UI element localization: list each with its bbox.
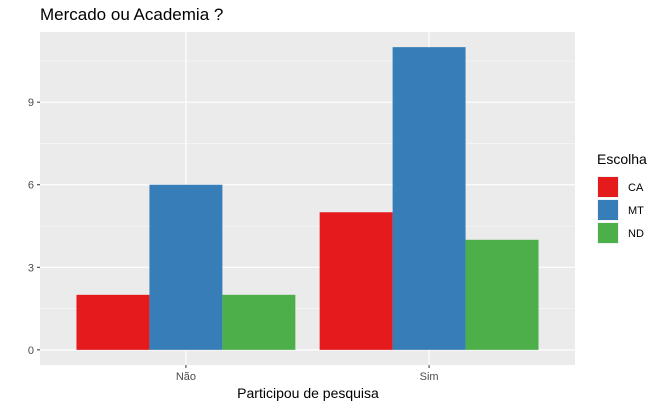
y-tick-label: 0 <box>28 345 34 357</box>
legend-label-ca: CA <box>628 182 644 194</box>
y-tick-label: 3 <box>28 262 34 274</box>
bar-mt-sim <box>392 47 466 350</box>
bars-group <box>76 47 539 350</box>
legend-title: Escolha <box>597 151 647 167</box>
bar-nd-não <box>222 294 296 350</box>
x-tick-label: Sim <box>420 371 439 383</box>
y-axis: 0 3 6 9 <box>28 97 40 357</box>
chart-title: Mercado ou Academia ? <box>40 5 223 24</box>
x-tick-label: Não <box>176 371 196 383</box>
x-axis: Não Sim <box>176 365 439 383</box>
legend-label-mt: MT <box>628 205 644 217</box>
legend-swatch-mt <box>598 200 618 220</box>
y-tick-label: 9 <box>28 97 34 109</box>
bar-ca-não <box>76 294 150 350</box>
y-tick-label: 6 <box>28 180 34 192</box>
bar-ca-sim <box>319 212 393 350</box>
bar-nd-sim <box>465 239 539 350</box>
legend: Escolha CA MT ND <box>597 151 647 244</box>
bar-mt-não <box>149 184 223 350</box>
legend-label-nd: ND <box>628 228 644 240</box>
legend-swatch-nd <box>598 223 618 243</box>
legend-swatch-ca <box>598 177 618 197</box>
x-axis-title: Participou de pesquisa <box>237 385 379 401</box>
